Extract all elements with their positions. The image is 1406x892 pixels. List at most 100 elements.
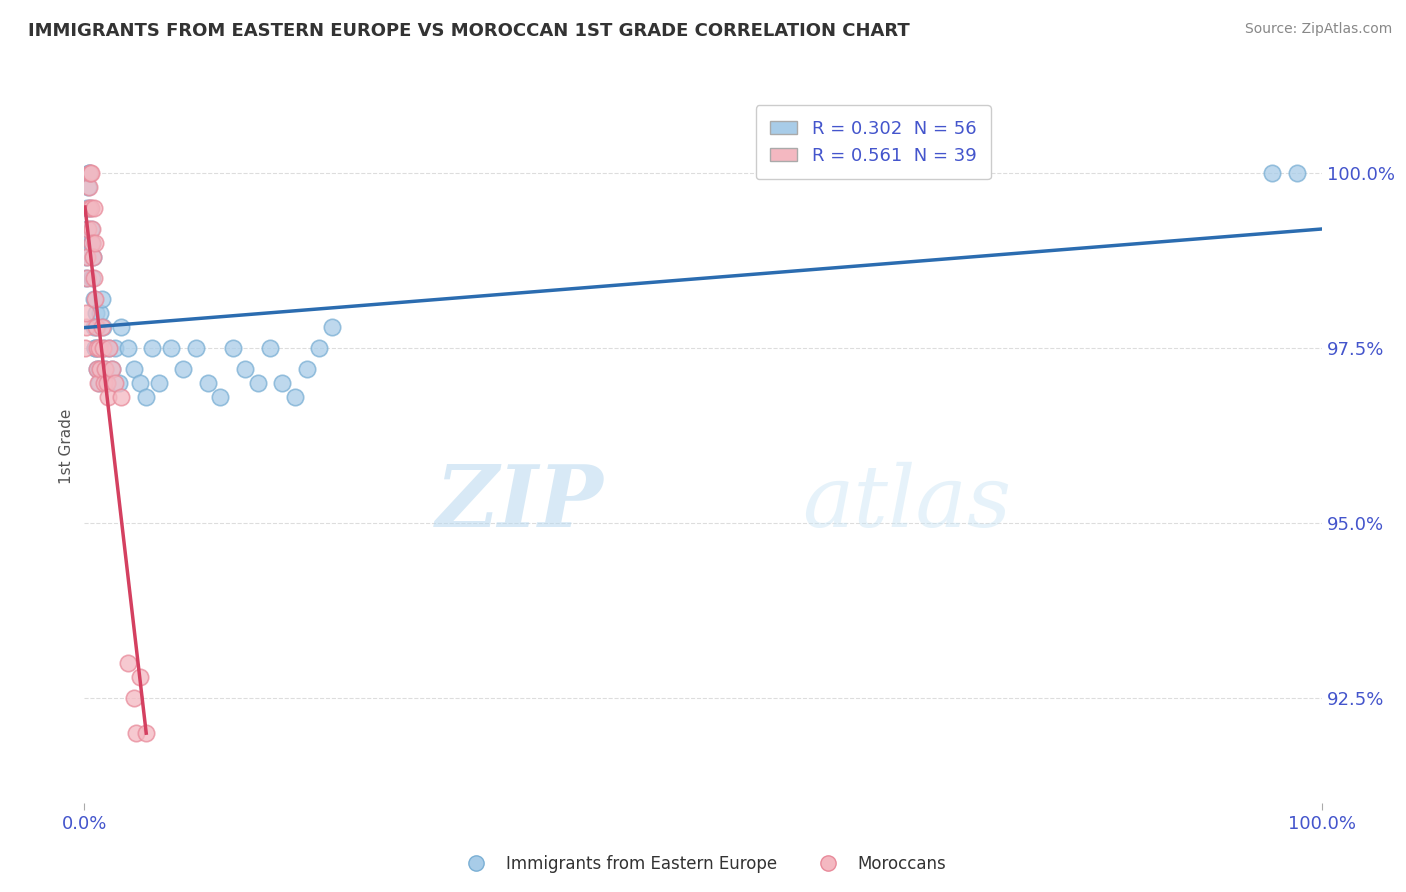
Point <box>86 341 108 355</box>
Point <box>129 376 152 390</box>
Point <box>117 341 139 355</box>
Point <box>82 271 104 285</box>
Point <box>98 341 121 355</box>
Point <box>110 320 132 334</box>
Point <box>89 362 111 376</box>
Point <box>104 376 127 390</box>
Point <box>1261 166 1284 180</box>
Point <box>83 271 105 285</box>
Point <box>93 341 115 355</box>
Point <box>125 726 148 740</box>
Point <box>110 390 132 404</box>
Point <box>96 376 118 390</box>
Point <box>86 362 108 376</box>
Point <box>100 362 122 376</box>
Point <box>271 376 294 390</box>
Text: IMMIGRANTS FROM EASTERN EUROPE VS MOROCCAN 1ST GRADE CORRELATION CHART: IMMIGRANTS FROM EASTERN EUROPE VS MOROCC… <box>28 22 910 40</box>
Point <box>83 236 105 251</box>
Point <box>209 390 232 404</box>
Point <box>82 250 104 264</box>
Legend: Immigrants from Eastern Europe, Moroccans: Immigrants from Eastern Europe, Moroccan… <box>453 848 953 880</box>
Point <box>76 201 98 215</box>
Point <box>233 362 256 376</box>
Point <box>84 292 107 306</box>
Point <box>246 376 269 390</box>
Point <box>172 362 194 376</box>
Point <box>75 250 97 264</box>
Point <box>79 236 101 251</box>
Point <box>83 341 105 355</box>
Point <box>77 222 100 236</box>
Y-axis label: 1st Grade: 1st Grade <box>59 409 75 483</box>
Point <box>93 376 115 390</box>
Point <box>89 306 111 320</box>
Point <box>79 201 101 215</box>
Point <box>122 690 145 705</box>
Text: Source: ZipAtlas.com: Source: ZipAtlas.com <box>1244 22 1392 37</box>
Point <box>321 320 343 334</box>
Point <box>80 222 103 236</box>
Point <box>129 670 152 684</box>
Point <box>148 376 170 390</box>
Point <box>96 376 118 390</box>
Point <box>122 362 145 376</box>
Point <box>77 166 100 180</box>
Point <box>75 271 97 285</box>
Point <box>89 362 111 376</box>
Point <box>73 341 96 355</box>
Point <box>87 376 110 390</box>
Point <box>284 390 307 404</box>
Point <box>98 341 121 355</box>
Point <box>79 166 101 180</box>
Point <box>79 180 101 194</box>
Point <box>91 341 114 355</box>
Point <box>82 250 104 264</box>
Point <box>141 341 163 355</box>
Point <box>75 320 97 334</box>
Point <box>84 341 107 355</box>
Point <box>117 656 139 670</box>
Point <box>94 362 117 376</box>
Point <box>135 390 157 404</box>
Point <box>84 320 107 334</box>
Point <box>94 362 117 376</box>
Point <box>86 320 108 334</box>
Point <box>90 292 112 306</box>
Point <box>77 201 100 215</box>
Point <box>75 306 97 320</box>
Text: ZIP: ZIP <box>436 461 605 545</box>
Point <box>80 201 103 215</box>
Point <box>76 250 98 264</box>
Point <box>80 236 103 251</box>
Point <box>79 166 101 180</box>
Point <box>89 341 111 355</box>
Point <box>86 362 108 376</box>
Point <box>90 320 112 334</box>
Point <box>108 376 131 390</box>
Point <box>83 201 105 215</box>
Point <box>83 292 105 306</box>
Point <box>80 222 103 236</box>
Point <box>79 166 101 180</box>
Point <box>97 390 120 404</box>
Point <box>76 271 98 285</box>
Point <box>135 726 157 740</box>
Point <box>104 341 127 355</box>
Point <box>184 341 207 355</box>
Point <box>197 376 219 390</box>
Point <box>222 341 245 355</box>
Point <box>84 306 107 320</box>
Point <box>77 180 100 194</box>
Point <box>91 320 114 334</box>
Point <box>87 376 110 390</box>
Text: atlas: atlas <box>801 462 1011 544</box>
Point <box>82 236 104 251</box>
Point <box>87 341 110 355</box>
Point <box>160 341 183 355</box>
Point <box>1285 166 1308 180</box>
Point <box>83 320 105 334</box>
Point <box>100 362 122 376</box>
Point <box>308 341 330 355</box>
Point <box>259 341 281 355</box>
Point <box>76 222 98 236</box>
